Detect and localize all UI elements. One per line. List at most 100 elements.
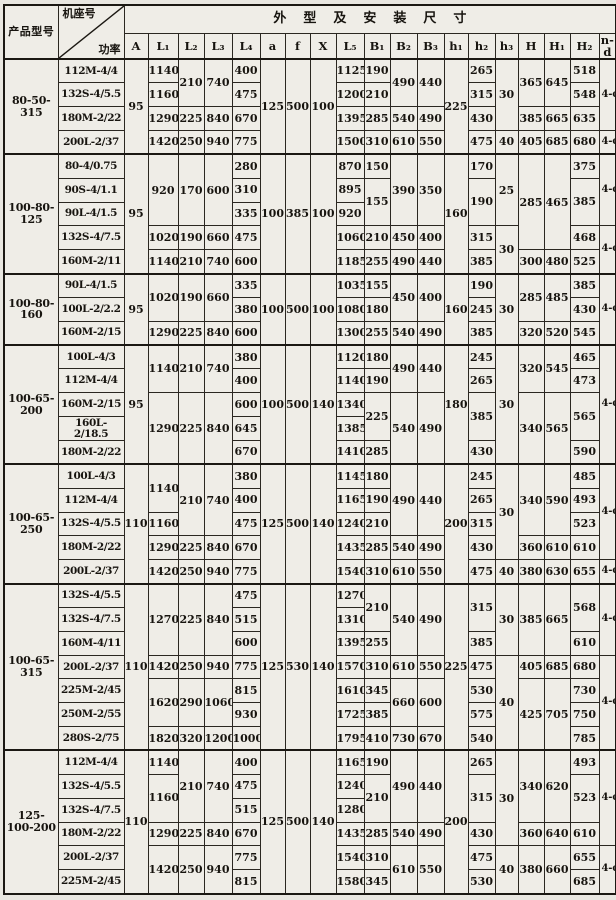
motor-model-cell: 160M-2/11 [57, 249, 125, 275]
dim-value-cell: 210 [363, 82, 391, 108]
dim-value-cell: 475 [231, 82, 261, 108]
dim-value-cell: 245 [467, 463, 496, 489]
header-row-1: 产品型号 机座号 功率 外型及安装尺寸 [3, 4, 616, 60]
dim-value-cell: 1290 [147, 106, 179, 132]
dim-value-cell: 655 [569, 559, 600, 585]
dim-value-cell: 565 [569, 392, 600, 441]
motor-model-cell: 132S-4/5.5 [57, 82, 125, 108]
dim-value-cell: 465 [543, 153, 571, 251]
dim-value-cell: 610 [543, 535, 571, 561]
table-row: 200L-2/371420250940775157031061055047540… [4, 654, 616, 751]
dim-value-cell: 840 [203, 821, 233, 847]
dim-value-cell: 1620 [147, 678, 179, 728]
table-row: 225M-2/45 16202901060815 1610345660600 530 4… [4, 678, 616, 751]
motor-model-cell: 132S-4/5.5 [57, 773, 125, 799]
dim-value-cell: 250 [177, 130, 205, 155]
dim-value-cell: 170 [467, 153, 496, 179]
dim-value-cell: 520 [543, 320, 571, 346]
dim-value-cell: 310 [231, 177, 261, 203]
dim-value-cell: 360 [517, 535, 545, 561]
product-model-cell: 100-65-315 [3, 582, 59, 751]
table-row: 112M-4/4 400 1165190 265 493 [4, 487, 616, 513]
dim-value-cell: 360 [517, 821, 545, 847]
dim-value-cell: 500 [284, 57, 311, 155]
motor-model-cell: 180M-2/22 [57, 106, 125, 132]
dim-value-cell: 300 [517, 249, 545, 275]
table-row: 100-65-315 132S-4/5.5 110 1270 225 840 475 125 5… [3, 582, 616, 751]
table-row: 100-80-125 80-4/0.75 95 920 170 600 280 100 385 1… [3, 153, 616, 275]
dim-value-cell: 1060 [335, 225, 365, 251]
dim-value-cell: 285 [363, 821, 391, 847]
dim-value-cell: 740 [203, 344, 233, 394]
dim-value-cell: 250 [177, 654, 205, 680]
dim-value-cell: 180 [363, 344, 391, 370]
dim-value-cell: 125 [259, 749, 286, 895]
dim-value-cell: 1145 [335, 463, 365, 489]
dim-value-cell: 95 [123, 57, 149, 155]
table-row: 125-100-200 112M-4/4 110 1140 210 740 400 125 50… [3, 749, 616, 895]
dim-value-cell: 1160 [147, 773, 179, 823]
dim-value-cell: 310 [363, 654, 391, 680]
bolt-holes-cell: 4-φ24 [598, 344, 616, 465]
dim-value-cell: 545 [569, 320, 600, 346]
dim-value-cell: 550 [416, 845, 445, 895]
dim-value-cell: 190 [467, 272, 496, 298]
dim-value-cell: 410 [363, 726, 391, 751]
motor-model-cell: 112M-4/4 [57, 58, 125, 84]
dim-value-cell: 660 [543, 845, 571, 895]
dim-value-cell: 335 [231, 201, 261, 227]
dim-value-cell: 405 [517, 130, 545, 155]
dim-value-cell: 640 [543, 821, 571, 847]
dim-value-cell: 940 [203, 130, 233, 155]
dim-value-cell: 265 [467, 487, 496, 513]
dim-value-cell: 150 [363, 153, 391, 179]
bolt-holes-cell: 4-φ24 [598, 463, 616, 561]
dim-value-cell: 110 [123, 463, 149, 585]
col-X: X [309, 32, 337, 60]
dim-value-cell: 1200 [335, 82, 365, 108]
motor-model-cell: 112M-4/4 [57, 487, 125, 513]
dim-value-cell: 30 [494, 749, 519, 847]
dim-value-cell: 1340 [335, 392, 365, 418]
dim-value-cell: 320 [517, 344, 545, 394]
col-h1: h₁ [443, 32, 469, 60]
dim-value-cell: 730 [389, 726, 418, 751]
dim-value-cell: 660 [203, 225, 233, 251]
col-L3: L₃ [203, 32, 233, 60]
dim-value-cell: 1725 [335, 702, 365, 728]
dim-value-cell: 1120 [335, 344, 365, 370]
motor-model-cell: 160M-2/15 [57, 392, 125, 418]
dim-value-cell: 180 [363, 296, 391, 322]
dim-value-cell: 225 [177, 535, 205, 561]
dim-value-cell: 540 [389, 320, 418, 346]
table-row: 160L-2/18.5 645 1385 [4, 416, 616, 441]
dim-value-cell: 1125 [335, 58, 365, 84]
dim-value-cell: 493 [569, 487, 600, 513]
dim-value-cell: 590 [569, 440, 600, 465]
dim-value-cell: 730 [569, 678, 600, 704]
dim-value-cell: 530 [467, 678, 496, 704]
dim-value-cell: 940 [203, 845, 233, 895]
dim-value-cell: 610 [389, 130, 418, 155]
dim-value-cell: 610 [389, 845, 418, 895]
dim-value-cell: 600 [231, 630, 261, 656]
dim-value-cell: 225 [363, 392, 391, 441]
dim-value-cell: 490 [416, 821, 445, 847]
dim-value-cell: 775 [231, 130, 261, 155]
dim-value-cell: 440 [416, 344, 445, 394]
dim-value-cell: 250 [177, 845, 205, 895]
dim-value-cell: 385 [569, 272, 600, 298]
dim-value-cell: 490 [389, 344, 418, 394]
dim-value-cell: 475 [467, 130, 496, 155]
dim-value-cell: 523 [569, 511, 600, 537]
motor-model-cell: 280S-2/75 [57, 726, 125, 751]
motor-model-cell: 225M-2/45 [57, 678, 125, 704]
dim-value-cell: 225 [443, 57, 469, 155]
dim-value-cell: 600 [203, 153, 233, 227]
product-model-cell: 100-65-200 [3, 344, 59, 465]
col-B2: B₂ [389, 32, 418, 60]
dim-value-cell: 400 [231, 368, 261, 394]
dim-value-cell: 385 [467, 320, 496, 346]
dim-value-cell: 385 [363, 702, 391, 728]
dim-value-cell: 450 [389, 272, 418, 322]
